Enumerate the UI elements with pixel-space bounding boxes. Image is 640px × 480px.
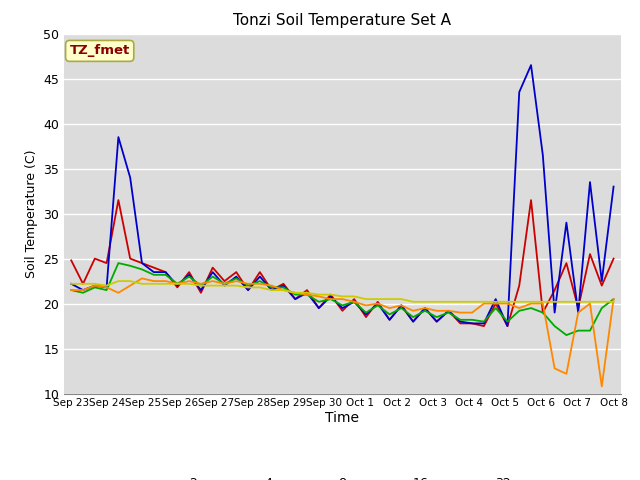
Text: TZ_fmet: TZ_fmet [70, 44, 130, 58]
Y-axis label: Soil Temperature (C): Soil Temperature (C) [24, 149, 38, 278]
X-axis label: Time: Time [325, 411, 360, 425]
Legend: 2cm, 4cm, 8cm, 16cm, 32cm: 2cm, 4cm, 8cm, 16cm, 32cm [150, 472, 535, 480]
Title: Tonzi Soil Temperature Set A: Tonzi Soil Temperature Set A [234, 13, 451, 28]
